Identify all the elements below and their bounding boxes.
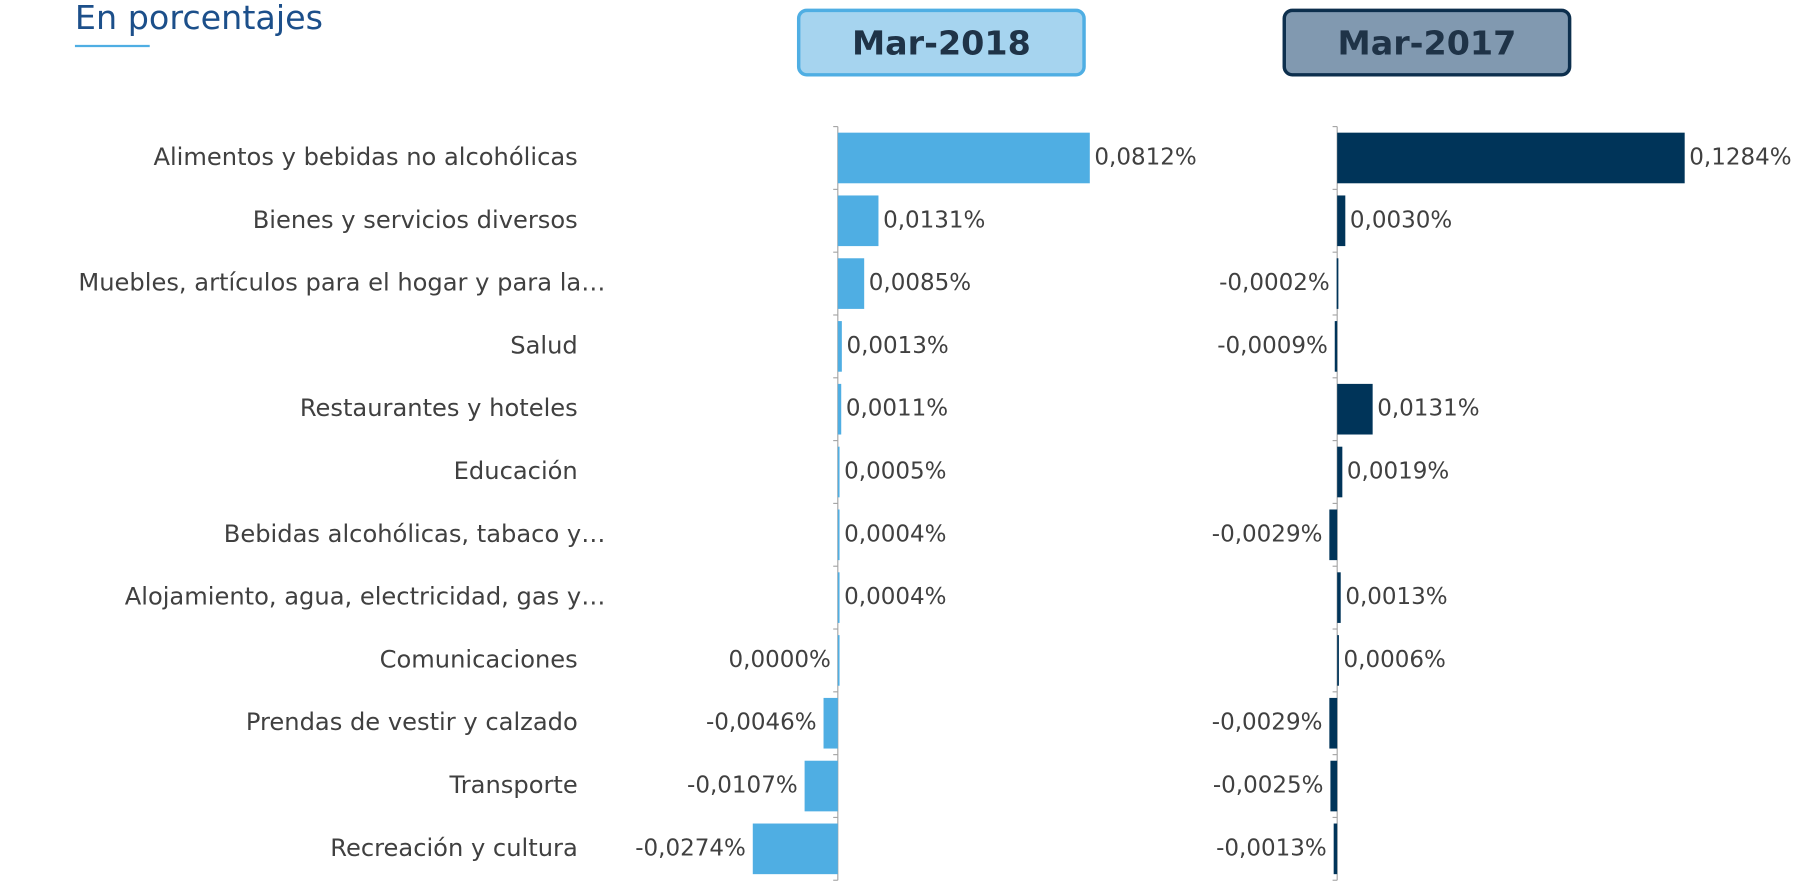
category-label: Educación bbox=[454, 457, 578, 485]
value-label: -0,0107% bbox=[687, 773, 798, 799]
category-label: Transporte bbox=[449, 771, 578, 799]
bar bbox=[837, 572, 840, 623]
category-label: Prendas de vestir y calzado bbox=[246, 708, 578, 736]
bar bbox=[1337, 446, 1343, 498]
panel-header: Mar-2018 bbox=[852, 23, 1031, 62]
bar bbox=[752, 823, 838, 875]
panel-header: Mar-2017 bbox=[1338, 23, 1517, 62]
bar bbox=[837, 132, 1090, 184]
category-label: Comunicaciones bbox=[380, 645, 578, 673]
value-label: 0,0131% bbox=[883, 207, 985, 233]
value-label: 0,0004% bbox=[844, 584, 946, 610]
value-label: 0,0085% bbox=[869, 270, 971, 296]
category-label: Bebidas alcohólicas, tabaco y… bbox=[224, 520, 606, 548]
bar bbox=[823, 697, 838, 749]
value-label: -0,0009% bbox=[1217, 333, 1328, 359]
value-label: 0,0005% bbox=[844, 459, 946, 485]
value-label: -0,0002% bbox=[1219, 270, 1330, 296]
bar bbox=[837, 321, 842, 372]
bar bbox=[1337, 635, 1339, 686]
category-label: Recreación y cultura bbox=[330, 834, 577, 862]
value-label: -0,0274% bbox=[635, 835, 746, 861]
value-label: -0,0013% bbox=[1216, 835, 1327, 861]
bar bbox=[837, 258, 865, 309]
category-label: Salud bbox=[510, 331, 578, 359]
category-label: Restaurantes y hoteles bbox=[300, 394, 578, 422]
bar bbox=[1334, 321, 1338, 372]
bar bbox=[1337, 383, 1373, 435]
value-label: -0,0029% bbox=[1212, 710, 1323, 736]
value-label: -0,0046% bbox=[706, 710, 817, 736]
category-label: Muebles, artículos para el hogar y para … bbox=[78, 269, 605, 297]
value-label: 0,0004% bbox=[844, 521, 946, 547]
bar bbox=[837, 383, 842, 435]
value-label: 0,1284% bbox=[1689, 144, 1791, 170]
value-label: -0,0029% bbox=[1212, 521, 1323, 547]
category-label: Alojamiento, agua, electricidad, gas y… bbox=[125, 583, 606, 611]
value-label: 0,0019% bbox=[1347, 459, 1449, 485]
value-label: 0,0011% bbox=[846, 396, 948, 422]
panel-header-box bbox=[1282, 8, 1572, 77]
bar bbox=[1329, 509, 1338, 561]
value-label: 0,0812% bbox=[1094, 144, 1196, 170]
value-label: 0,0006% bbox=[1344, 647, 1446, 673]
category-label: Alimentos y bebidas no alcohólicas bbox=[153, 143, 577, 171]
value-label: 0,0030% bbox=[1350, 207, 1452, 233]
bar bbox=[837, 446, 840, 498]
bar bbox=[804, 760, 838, 812]
value-label: 0,0000% bbox=[729, 647, 831, 673]
bar bbox=[1336, 258, 1339, 309]
bar bbox=[1330, 760, 1338, 812]
bar bbox=[1329, 697, 1338, 749]
bar bbox=[1337, 132, 1685, 184]
bar bbox=[837, 195, 879, 247]
bar bbox=[837, 509, 840, 561]
value-label: -0,0025% bbox=[1213, 773, 1324, 799]
bar bbox=[837, 635, 840, 686]
chart-title: En porcentajes bbox=[75, 0, 323, 37]
value-label: 0,0013% bbox=[1345, 584, 1447, 610]
category-label: Bienes y servicios diversos bbox=[253, 206, 578, 234]
value-label: 0,0131% bbox=[1377, 396, 1479, 422]
bar bbox=[1333, 823, 1338, 875]
bar bbox=[1337, 195, 1346, 247]
value-label: 0,0013% bbox=[846, 333, 948, 359]
panel-header-box bbox=[796, 8, 1086, 77]
bar bbox=[1337, 572, 1341, 623]
